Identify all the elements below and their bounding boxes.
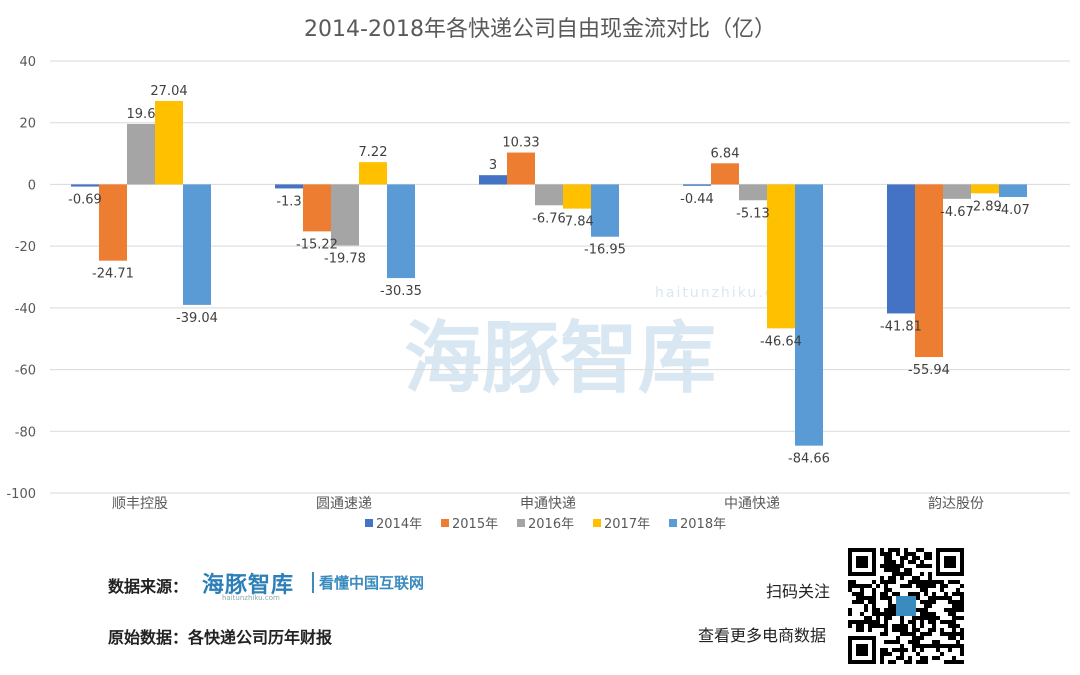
bar-2014年-韵达股份 — [887, 184, 915, 314]
bar-2018年-顺丰控股 — [183, 184, 211, 305]
category-label: 韵达股份 — [928, 496, 984, 512]
data-label: 3 — [489, 158, 497, 173]
data-label: -7.84 — [560, 215, 594, 230]
data-label: -41.81 — [880, 319, 922, 334]
data-label: 7.22 — [359, 145, 388, 160]
qr-code[interactable] — [848, 548, 964, 664]
data-label: -24.71 — [92, 267, 134, 282]
legend-item: 2016年 — [528, 517, 574, 532]
watermark: 海豚智库 haitunzhiku.com — [404, 285, 801, 404]
data-label: -84.66 — [788, 452, 830, 467]
data-label: 6.84 — [711, 146, 740, 161]
bar-2017年-申通快递 — [563, 184, 591, 209]
bar-2017年-韵达股份 — [971, 184, 999, 194]
y-tick-label: -20 — [15, 240, 36, 255]
legend-swatch — [365, 519, 373, 527]
data-label: -39.04 — [176, 311, 218, 326]
data-label: -2.89 — [968, 199, 1002, 214]
slogan: 看懂中国互联网 — [312, 572, 424, 593]
bar-2018年-中通快递 — [795, 184, 823, 446]
y-tick-label: 0 — [28, 178, 36, 193]
category-label: 中通快递 — [724, 496, 780, 512]
category-label: 圆通速递 — [316, 496, 372, 512]
bar-2015年-韵达股份 — [915, 184, 943, 358]
bar-2014年-顺丰控股 — [71, 184, 99, 187]
bar-2018年-申通快递 — [591, 184, 619, 237]
data-label: -4.07 — [996, 203, 1030, 218]
y-tick-label: -60 — [15, 364, 36, 379]
svg-text:海豚智库: 海豚智库 — [404, 314, 716, 404]
bar-2016年-顺丰控股 — [127, 123, 155, 185]
chart-title: 2014-2018年各快递公司自由现金流对比（亿） — [304, 17, 776, 42]
legend-item: 2017年 — [604, 517, 650, 532]
bar-2018年-圆通速递 — [387, 184, 415, 279]
data-label: -1.3 — [276, 194, 301, 209]
data-label: -15.22 — [296, 237, 338, 252]
bar-2014年-申通快递 — [479, 175, 507, 185]
more-data-text: 查看更多电商数据 — [698, 626, 827, 645]
bar-2015年-申通快递 — [507, 152, 535, 185]
data-label: -16.95 — [584, 243, 626, 258]
svg-text:haitunzhiku.com: haitunzhiku.com — [655, 285, 801, 301]
source-label: 数据来源： — [108, 577, 189, 596]
y-tick-label: -80 — [15, 425, 36, 440]
bar-2016年-韵达股份 — [943, 184, 971, 199]
bar-2015年-中通快递 — [711, 163, 739, 185]
legend-item: 2018年 — [680, 517, 726, 532]
category-label: 顺丰控股 — [112, 496, 168, 512]
bar-chart: 2014-2018年各快递公司自由现金流对比（亿） 海豚智库 haitunzhi… — [6, 17, 1070, 532]
data-label: -55.94 — [908, 363, 950, 378]
data-label: 27.04 — [150, 84, 187, 99]
legend-swatch — [517, 519, 525, 527]
legend-item: 2014年 — [376, 517, 422, 532]
data-label: -19.78 — [324, 251, 366, 266]
legend-swatch — [593, 519, 601, 527]
data-label: -0.69 — [68, 193, 102, 208]
bar-2014年-中通快递 — [683, 184, 711, 186]
logo-url: haitunzhiku.com — [222, 594, 280, 602]
qr-logo-icon — [896, 596, 916, 616]
bar-2014年-圆通速递 — [275, 184, 303, 189]
y-tick-label: 40 — [19, 55, 36, 70]
data-label: -6.76 — [532, 211, 566, 226]
bar-2017年-圆通速递 — [359, 162, 387, 185]
bar-2016年-中通快递 — [739, 184, 767, 201]
raw-data-label: 原始数据：各快递公司历年财报 — [108, 628, 333, 647]
data-label: -0.44 — [680, 192, 714, 207]
bar-2016年-申通快递 — [535, 184, 563, 206]
y-tick-label: -40 — [15, 302, 36, 317]
bar-2018年-韵达股份 — [999, 184, 1027, 197]
bar-2017年-顺丰控股 — [155, 100, 183, 185]
data-label: -5.13 — [736, 206, 770, 221]
legend-item: 2015年 — [452, 517, 498, 532]
data-label: -4.67 — [940, 205, 974, 220]
data-label: -46.64 — [760, 334, 802, 349]
category-label: 申通快递 — [520, 496, 576, 512]
data-label: -30.35 — [380, 284, 422, 299]
bar-2015年-顺丰控股 — [99, 184, 127, 261]
legend-swatch — [441, 519, 449, 527]
data-label: 10.33 — [502, 136, 539, 151]
bar-2016年-圆通速递 — [331, 184, 359, 246]
haitun-logo: 海豚智库 — [202, 573, 295, 598]
y-tick-label: 20 — [19, 117, 36, 132]
scan-text: 扫码关注 — [766, 582, 831, 601]
y-tick-label: -100 — [6, 487, 36, 502]
legend-swatch — [669, 519, 677, 527]
bar-2015年-圆通速递 — [303, 184, 331, 232]
bar-2017年-中通快递 — [767, 184, 795, 329]
data-label: 19.6 — [127, 107, 156, 122]
